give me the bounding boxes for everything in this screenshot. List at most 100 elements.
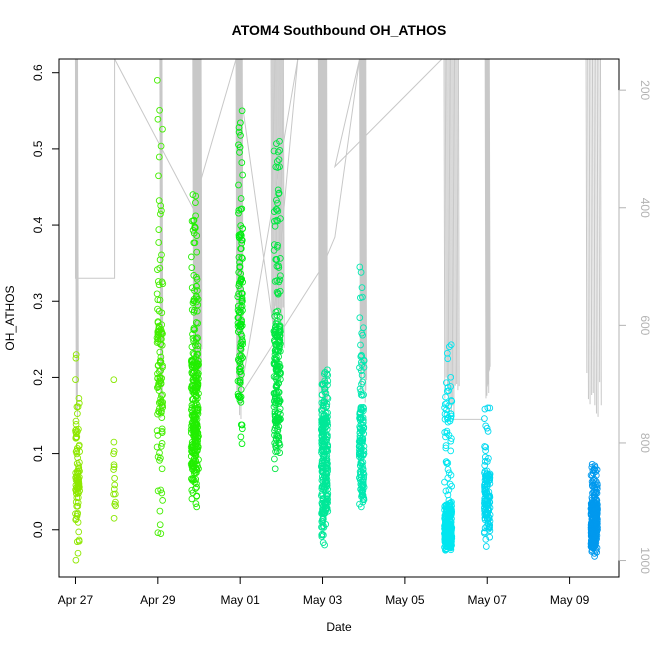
data-point [319,452,327,459]
data-point [75,528,83,536]
data-point [154,453,162,461]
data-point [110,376,118,384]
data-point [189,412,196,420]
data-point [237,323,245,331]
y2-tick-label: 600 [638,315,650,335]
data-point [447,397,455,404]
data-point [110,466,117,473]
data-point [158,399,165,406]
data-point [153,76,161,84]
data-point [274,186,282,194]
data-point [188,306,196,314]
data-point [238,440,246,448]
data-point [272,443,279,450]
data-point [271,455,278,463]
data-point [486,474,494,482]
data-point [236,308,243,316]
data-point [236,392,243,400]
data-point [74,519,82,526]
data-point [158,414,166,421]
data-point [321,412,328,420]
data-point [239,171,246,179]
data-point [441,520,449,527]
data-point [154,529,162,537]
data-point [447,437,455,445]
data-point [277,376,284,383]
data-point [275,423,283,431]
secondary-y-axis: 200 400 600 800 1000 [618,80,650,574]
data-point [275,189,283,197]
data-point [191,239,199,247]
data-point [74,502,82,510]
data-point [194,342,202,350]
data-point [446,343,453,351]
data-point [270,208,278,215]
data-point [320,415,328,423]
data-point [157,210,164,218]
data-point [442,393,449,401]
data-point [73,488,80,495]
data-point [235,253,243,261]
data-point [273,140,280,147]
data-point [274,307,281,315]
data-point [155,172,162,180]
y-tick-label: 0.1 [31,445,45,462]
data-point [270,403,278,411]
data-point [360,475,367,483]
data-point [235,124,243,131]
data-point [271,413,279,421]
data-point [448,435,455,442]
data-point [319,507,326,514]
data-point [446,507,454,515]
data-point [318,419,326,426]
data-point [272,390,279,398]
data-point [237,421,245,429]
data-point [157,359,164,367]
data-point [589,516,596,524]
data-point [191,420,199,428]
data-point [447,410,454,417]
data-point [441,502,449,510]
data-point [236,368,243,376]
data-point [237,195,245,202]
data-point [156,507,164,515]
data-point [358,435,366,443]
data-point [359,496,367,504]
data-point [443,387,451,395]
data-point [188,356,195,364]
y2-tick-label: 800 [638,433,650,453]
data-point [234,293,242,301]
data-point [156,449,163,457]
x-axis-label: Date [326,620,352,634]
data-point [322,477,330,485]
data-point [72,417,80,425]
data-point [73,430,80,438]
data-point [157,142,165,150]
data-point [239,278,246,286]
data-point [72,426,80,433]
data-point [276,163,283,171]
data-point [441,478,448,486]
data-point [193,380,201,388]
data-point [112,498,119,506]
data-point [72,351,80,358]
y-tick-label: 0.4 [31,216,45,233]
data-point [360,450,368,458]
data-point [590,481,598,489]
data-point [592,468,599,475]
data-point [320,447,328,455]
x-tick-label: May 05 [385,593,425,607]
data-point [158,440,166,447]
data-point [591,553,598,560]
data-point [238,289,245,297]
data-point [483,458,491,465]
data-point [273,277,281,284]
data-point [591,464,599,471]
data-point [443,503,450,511]
data-point [277,215,284,222]
data-point [356,385,364,393]
data-point [153,443,161,451]
secondary-line-spikes [484,58,491,399]
data-point [320,481,328,489]
data-point [154,296,162,304]
